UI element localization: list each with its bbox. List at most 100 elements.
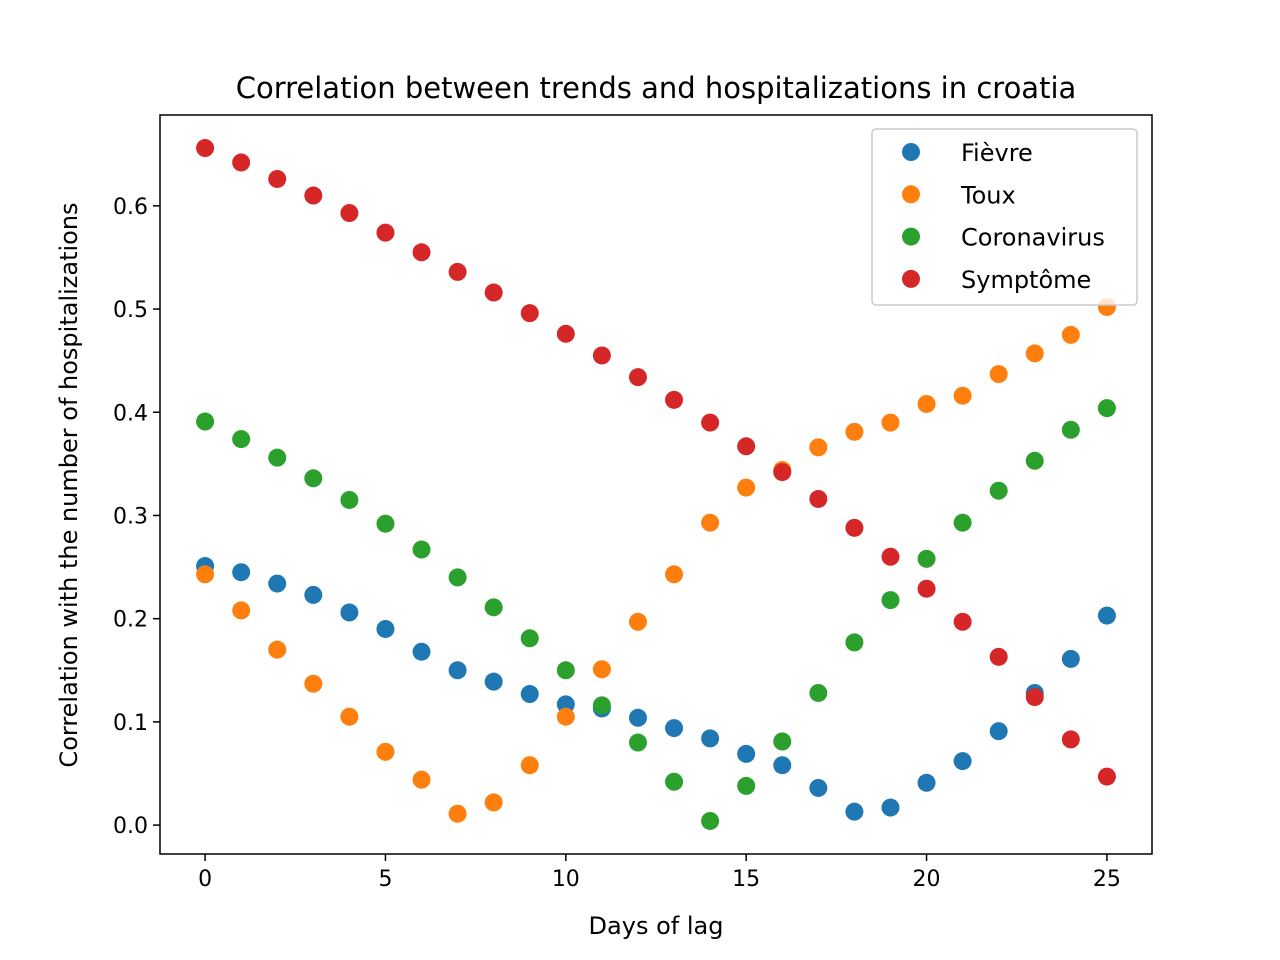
data-point <box>592 660 611 679</box>
data-point <box>737 437 756 456</box>
legend-label: Symptôme <box>961 266 1091 294</box>
data-point <box>665 390 684 409</box>
data-point <box>268 574 287 593</box>
data-point <box>232 430 251 449</box>
data-point <box>196 565 215 584</box>
data-point <box>556 695 575 714</box>
data-point <box>809 489 828 508</box>
data-point <box>232 153 251 172</box>
data-point <box>773 756 792 775</box>
data-point <box>376 742 395 761</box>
plot-frame <box>159 114 1153 855</box>
data-point <box>520 685 539 704</box>
data-point <box>989 481 1008 500</box>
data-points <box>196 139 1116 830</box>
legend-marker <box>902 269 920 288</box>
data-point <box>1061 420 1080 439</box>
y-tick-label: 0.5 <box>113 298 148 323</box>
y-tick-label: 0.6 <box>113 195 148 220</box>
data-point <box>953 513 972 532</box>
data-point <box>376 223 395 242</box>
data-point <box>448 661 467 680</box>
data-point <box>232 601 251 620</box>
data-point <box>809 683 828 702</box>
data-point <box>484 283 503 302</box>
legend: Fièvre Toux Coronavirus Symptôme <box>871 128 1138 306</box>
data-point <box>340 204 359 223</box>
data-point <box>628 733 647 752</box>
data-point <box>520 756 539 775</box>
x-tick-label: 0 <box>198 867 212 892</box>
data-point <box>845 802 864 821</box>
data-point <box>989 647 1008 666</box>
data-point <box>268 169 287 188</box>
data-point <box>1061 325 1080 344</box>
data-point <box>701 413 720 432</box>
data-point <box>845 518 864 537</box>
data-point <box>701 513 720 532</box>
data-point <box>953 752 972 771</box>
data-point <box>304 674 323 693</box>
data-point <box>1097 399 1116 418</box>
y-axis: 0.0 0.1 0.2 0.3 0.4 0.5 0.6 <box>113 195 160 839</box>
data-point <box>628 368 647 387</box>
data-point <box>881 413 900 432</box>
data-point <box>917 773 936 792</box>
x-axis: 0 5 10 15 20 25 <box>198 854 1121 892</box>
data-point <box>448 804 467 823</box>
data-point <box>484 793 503 812</box>
data-point <box>628 708 647 727</box>
data-point <box>1025 451 1044 470</box>
x-tick-label: 5 <box>378 867 392 892</box>
data-point <box>1061 649 1080 668</box>
legend-marker <box>902 143 920 161</box>
data-point <box>448 262 467 281</box>
data-point <box>881 591 900 610</box>
data-point <box>340 490 359 509</box>
data-point <box>989 722 1008 741</box>
data-point <box>665 719 684 738</box>
series-2 <box>196 399 1116 830</box>
data-point <box>340 603 359 622</box>
data-point <box>484 672 503 691</box>
data-point <box>592 696 611 715</box>
data-point <box>196 412 215 431</box>
x-tick-label: 15 <box>732 867 760 892</box>
data-point <box>232 563 251 582</box>
data-point <box>809 778 828 797</box>
data-point <box>268 448 287 467</box>
data-point <box>1097 606 1116 625</box>
data-point <box>881 547 900 566</box>
data-point <box>665 772 684 791</box>
data-point <box>809 438 828 457</box>
data-point <box>665 565 684 584</box>
data-point <box>773 463 792 482</box>
data-point <box>304 585 323 604</box>
data-point <box>304 469 323 488</box>
data-point <box>412 540 431 559</box>
data-point <box>737 776 756 795</box>
data-point <box>376 514 395 533</box>
data-point <box>520 304 539 323</box>
chart-title: Correlation between trends and hospitali… <box>236 71 1077 105</box>
data-point <box>556 707 575 726</box>
data-point <box>196 139 215 158</box>
data-point <box>376 619 395 638</box>
data-point <box>773 732 792 751</box>
data-point <box>845 633 864 652</box>
y-tick-label: 0.3 <box>113 504 148 529</box>
legend-marker <box>902 227 920 246</box>
data-point <box>917 549 936 568</box>
data-point <box>304 186 323 205</box>
y-axis-label: Correlation with the number of hospitali… <box>55 202 83 767</box>
data-point <box>1025 688 1044 707</box>
data-point <box>412 770 431 789</box>
x-tick-label: 20 <box>913 867 941 892</box>
x-tick-label: 10 <box>552 867 580 892</box>
data-point <box>412 642 431 661</box>
data-point <box>556 324 575 343</box>
data-point <box>556 661 575 680</box>
data-point <box>412 243 431 262</box>
data-point <box>628 612 647 631</box>
